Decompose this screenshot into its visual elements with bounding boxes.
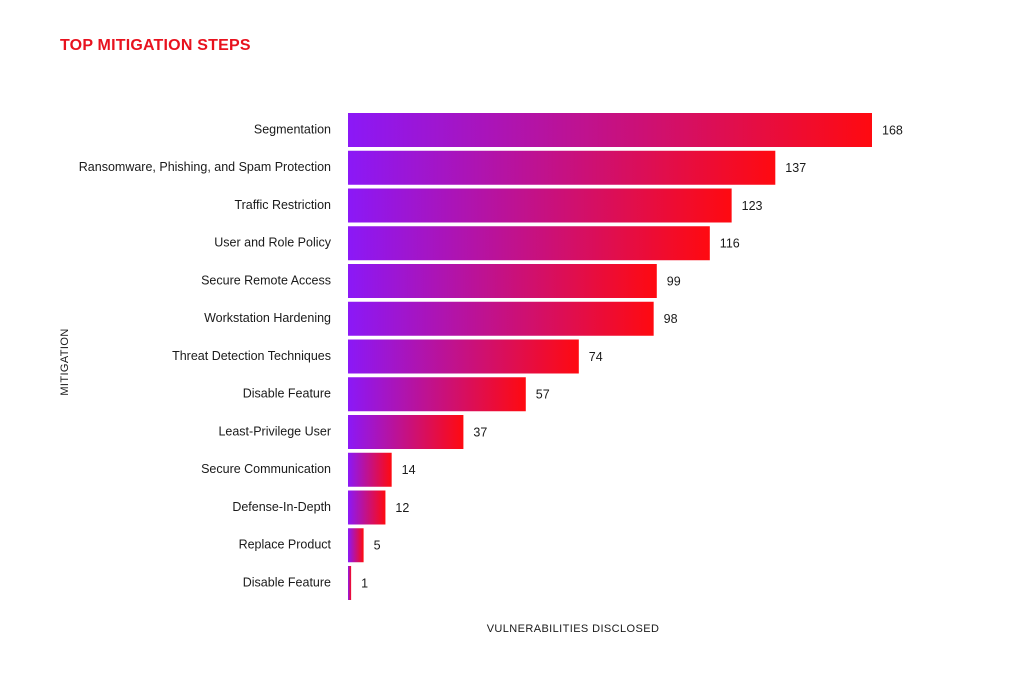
category-label-5: Workstation Hardening xyxy=(204,311,331,325)
bar-9 xyxy=(348,452,392,487)
category-label-8: Least-Privilege User xyxy=(218,424,331,438)
bar-11 xyxy=(348,528,364,563)
bars-group xyxy=(348,113,872,600)
value-label-3: 116 xyxy=(720,237,740,251)
x-axis-title: VULNERABILITIES DISCLOSED xyxy=(487,623,660,635)
value-label-6: 74 xyxy=(589,350,603,364)
value-labels: 168 137 123 116 99 98 74 57 37 14 12 5 1 xyxy=(361,123,903,590)
bar-12 xyxy=(348,566,352,600)
category-label-2: Traffic Restriction xyxy=(234,198,331,212)
bar-6 xyxy=(348,339,579,374)
category-label-10: Defense-In-Depth xyxy=(232,500,331,514)
bar-3 xyxy=(348,226,710,261)
value-label-4: 99 xyxy=(667,274,681,288)
value-label-2: 123 xyxy=(742,199,763,213)
category-label-0: Segmentation xyxy=(254,122,331,136)
bar-2 xyxy=(348,188,732,223)
value-label-10: 12 xyxy=(395,501,409,515)
value-label-12: 1 xyxy=(361,576,368,590)
bar-0 xyxy=(348,113,872,147)
bar-7 xyxy=(348,377,526,412)
category-label-9: Secure Communication xyxy=(201,462,331,476)
bar-1 xyxy=(348,150,776,185)
category-label-4: Secure Remote Access xyxy=(201,273,331,287)
bar-8 xyxy=(348,415,464,449)
value-label-8: 37 xyxy=(473,425,487,439)
value-label-5: 98 xyxy=(664,312,678,326)
value-label-9: 14 xyxy=(402,463,416,477)
value-label-1: 137 xyxy=(785,161,806,175)
value-label-7: 57 xyxy=(536,388,550,402)
category-labels: Segmentation Ransomware, Phishing, and Sp… xyxy=(79,122,332,589)
category-label-1: Ransomware, Phishing, and Spam Protectio… xyxy=(79,160,331,174)
category-label-3: User and Role Policy xyxy=(214,236,331,250)
value-label-0: 168 xyxy=(882,123,903,137)
y-axis-title: MITIGATION xyxy=(59,328,71,395)
bar-5 xyxy=(348,301,654,336)
bar-4 xyxy=(348,264,657,298)
category-label-12: Disable Feature xyxy=(243,575,331,589)
chart-title: TOP MITIGATION STEPS xyxy=(60,37,251,54)
bar-10 xyxy=(348,490,386,525)
category-label-11: Replace Product xyxy=(239,538,332,552)
category-label-7: Disable Feature xyxy=(243,387,331,401)
value-label-11: 5 xyxy=(374,539,381,553)
category-label-6: Threat Detection Techniques xyxy=(172,349,331,363)
